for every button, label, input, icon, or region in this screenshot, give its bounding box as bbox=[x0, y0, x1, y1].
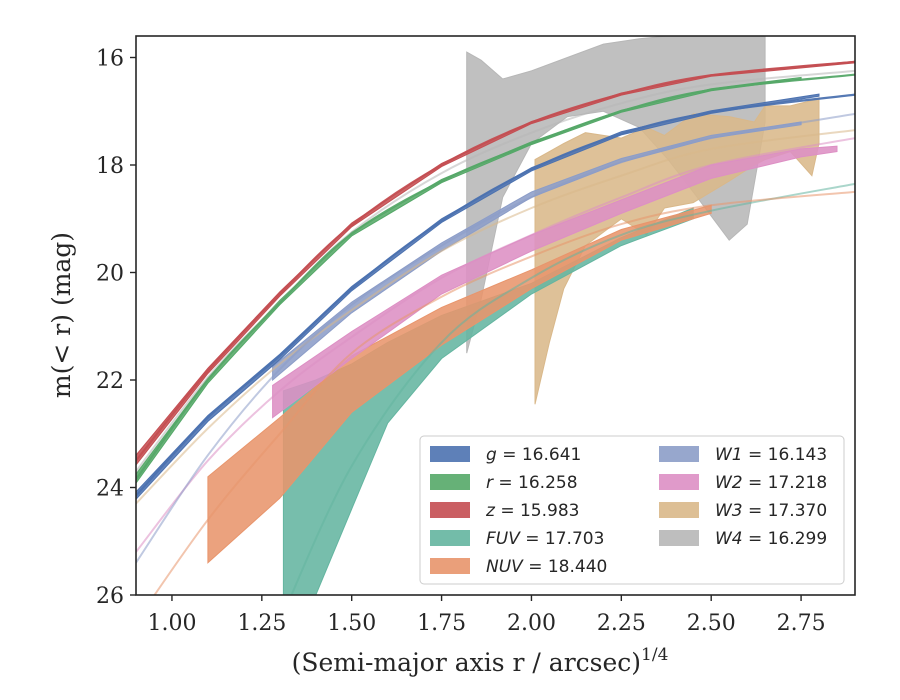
legend-band-name: z bbox=[485, 501, 496, 521]
legend-swatch bbox=[430, 446, 470, 462]
y-tick-label: 16 bbox=[96, 47, 124, 72]
legend-item-w1: W1 = 16.143 bbox=[659, 445, 827, 465]
legend-swatch bbox=[659, 474, 699, 490]
x-tick-label: 1.25 bbox=[237, 611, 286, 636]
fit-line-nuv bbox=[153, 190, 855, 595]
x-tick-label: 2.25 bbox=[597, 611, 646, 636]
legend-swatch bbox=[659, 446, 699, 462]
legend-band-name: W4 bbox=[715, 529, 743, 549]
fit-lines-layer bbox=[136, 60, 855, 595]
x-axis-label-exponent: 1/4 bbox=[641, 645, 668, 665]
legend-magnitude: = 16.143 bbox=[743, 445, 828, 465]
y-tick-label: 18 bbox=[96, 154, 124, 179]
x-axis-label: (Semi-major axis r / arcsec)1/4 bbox=[292, 645, 669, 677]
x-tick-label: 2.50 bbox=[687, 611, 736, 636]
y-axis-ticks: 16 18 20 22 24 26 bbox=[96, 47, 136, 609]
legend-label: W3 = 17.370 bbox=[715, 501, 827, 521]
legend-swatch bbox=[430, 474, 470, 490]
fit-line-z bbox=[136, 60, 855, 462]
x-tick-label: 1.75 bbox=[417, 611, 466, 636]
legend-band-name: W1 bbox=[715, 445, 743, 465]
legend-swatch bbox=[430, 558, 470, 574]
legend-band-name: r bbox=[486, 473, 494, 493]
fit-line-r bbox=[136, 73, 855, 481]
fit-line-w4 bbox=[136, 69, 855, 473]
band-w1 bbox=[272, 121, 802, 382]
fit-line-w1 bbox=[136, 112, 855, 564]
legend-magnitude: = 17.703 bbox=[520, 529, 605, 549]
band-z bbox=[136, 60, 855, 466]
legend-band-name: FUV bbox=[486, 529, 521, 549]
y-tick-label: 20 bbox=[96, 262, 124, 287]
fit-line-g bbox=[136, 93, 855, 497]
legend-label: z = 15.983 bbox=[485, 501, 579, 521]
legend-label: FUV = 17.703 bbox=[486, 529, 604, 549]
fit-line-w3 bbox=[136, 129, 855, 505]
legend-item-z: z = 15.983 bbox=[430, 501, 579, 521]
legend-label: r = 16.258 bbox=[486, 473, 578, 493]
band-nuv bbox=[207, 204, 712, 564]
legend-item-w3: W3 = 17.370 bbox=[659, 501, 827, 521]
x-tick-label: 1.00 bbox=[147, 611, 196, 636]
legend-band-name: g bbox=[486, 445, 497, 465]
legend-band-name: NUV bbox=[486, 557, 524, 577]
legend-swatch bbox=[430, 502, 470, 518]
band-g bbox=[136, 93, 820, 501]
x-axis-label-main: (Semi-major axis r / arcsec) bbox=[292, 648, 641, 677]
y-axis-label: m(< r) (mag) bbox=[47, 232, 76, 398]
legend-magnitude: = 16.641 bbox=[497, 445, 582, 465]
legend-band-name: W3 bbox=[715, 501, 743, 521]
legend-label: W1 = 16.143 bbox=[715, 445, 827, 465]
x-tick-label: 2.00 bbox=[507, 611, 556, 636]
legend-item-g: g = 16.641 bbox=[430, 445, 581, 465]
x-tick-label: 2.75 bbox=[777, 611, 826, 636]
legend-item-fuv: FUV = 17.703 bbox=[430, 529, 604, 549]
legend-swatch bbox=[430, 530, 470, 546]
legend-item-r: r = 16.258 bbox=[430, 473, 578, 493]
legend-magnitude: = 18.440 bbox=[523, 557, 608, 577]
legend-magnitude: = 16.299 bbox=[743, 529, 828, 549]
y-tick-label: 22 bbox=[96, 369, 124, 394]
legend-label: W4 = 16.299 bbox=[715, 529, 827, 549]
fit-line-fuv bbox=[290, 182, 855, 595]
x-axis-ticks: 1.00 1.25 1.50 1.75 2.00 2.25 2.50 2.75 bbox=[147, 595, 826, 636]
legend-swatch bbox=[659, 530, 699, 546]
legend-magnitude: = 17.370 bbox=[743, 501, 828, 521]
legend-swatch bbox=[659, 502, 699, 518]
legend-label: g = 16.641 bbox=[486, 445, 581, 465]
legend-item-nuv: NUV = 18.440 bbox=[430, 557, 607, 577]
legend-label: NUV = 18.440 bbox=[486, 557, 607, 577]
legend-magnitude: = 15.983 bbox=[495, 501, 580, 521]
x-tick-label: 1.50 bbox=[327, 611, 376, 636]
legend-frame bbox=[419, 435, 845, 585]
y-tick-label: 26 bbox=[96, 584, 124, 609]
fit-line-w2 bbox=[136, 137, 855, 553]
y-tick-label: 24 bbox=[96, 477, 124, 502]
plot-frame bbox=[135, 35, 856, 596]
legend-magnitude: = 17.218 bbox=[743, 473, 828, 493]
legend-band-name: W2 bbox=[715, 473, 743, 493]
legend-label: W2 = 17.218 bbox=[715, 473, 827, 493]
legend-item-w2: W2 = 17.218 bbox=[659, 473, 827, 493]
legend-magnitude: = 16.258 bbox=[493, 473, 578, 493]
legend-item-w4: W4 = 16.299 bbox=[659, 529, 827, 549]
